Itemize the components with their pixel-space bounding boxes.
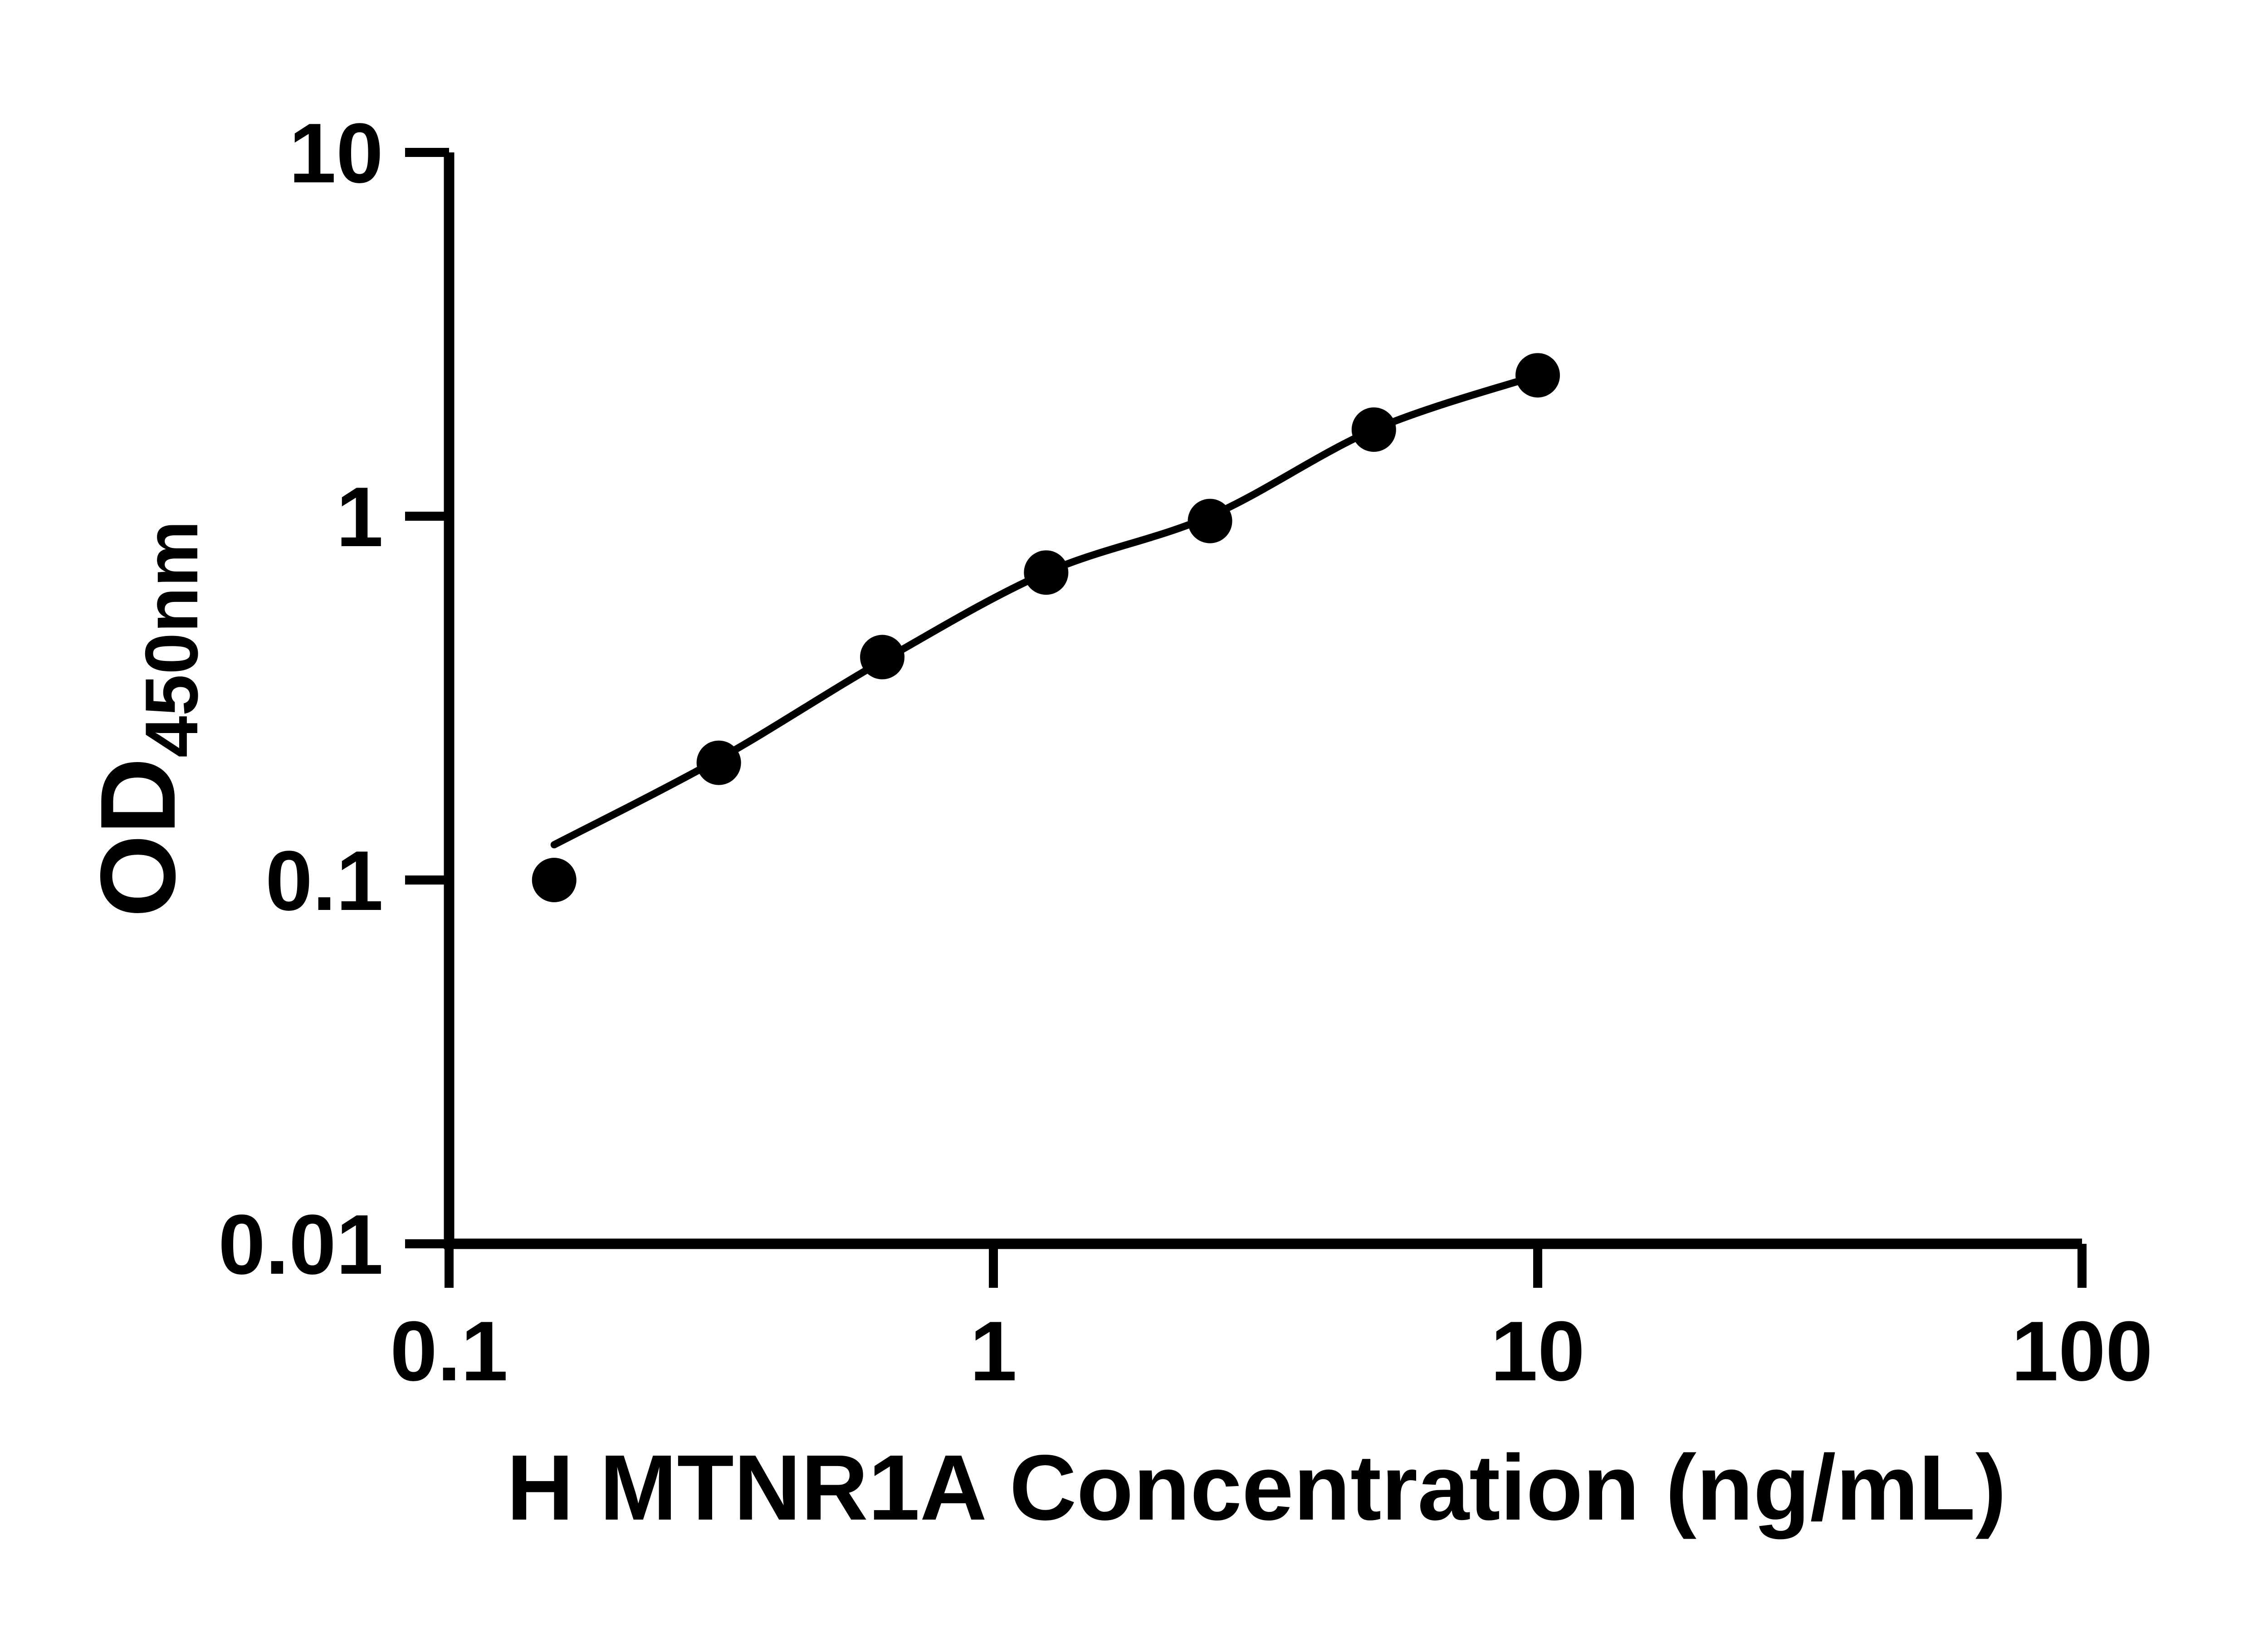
x-tick-label: 0.1: [390, 1304, 508, 1398]
data-point: [1351, 407, 1396, 452]
data-point: [860, 635, 905, 680]
data-point: [1188, 499, 1232, 543]
y-tick-label: 0.1: [265, 833, 383, 928]
data-point: [532, 858, 577, 902]
y-axis-title: OD450nm: [78, 520, 213, 917]
x-tick-label: 10: [1491, 1304, 1585, 1398]
y-axis-title-main: OD: [78, 758, 197, 918]
x-tick-label: 1: [970, 1304, 1017, 1398]
x-axis-title: H MTNR1A Concentration (ng/mL): [507, 1436, 2006, 1540]
y-tick-label: 10: [289, 106, 383, 200]
data-point: [696, 740, 741, 785]
x-tick-label: 100: [2011, 1304, 2153, 1398]
y-tick-label: 1: [336, 469, 383, 564]
y-axis-title-subscript: 450nm: [130, 520, 213, 758]
y-tick-label: 0.01: [218, 1197, 383, 1292]
data-point: [1515, 353, 1560, 398]
axes-lines: [444, 152, 2082, 1249]
data-point: [1024, 550, 1069, 595]
